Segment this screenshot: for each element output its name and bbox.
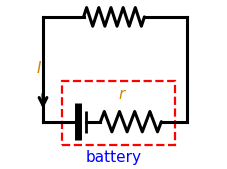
Bar <box>61 81 174 145</box>
Text: $I$: $I$ <box>36 60 42 76</box>
Text: $r$: $r$ <box>117 87 126 102</box>
Text: battery: battery <box>86 150 141 165</box>
